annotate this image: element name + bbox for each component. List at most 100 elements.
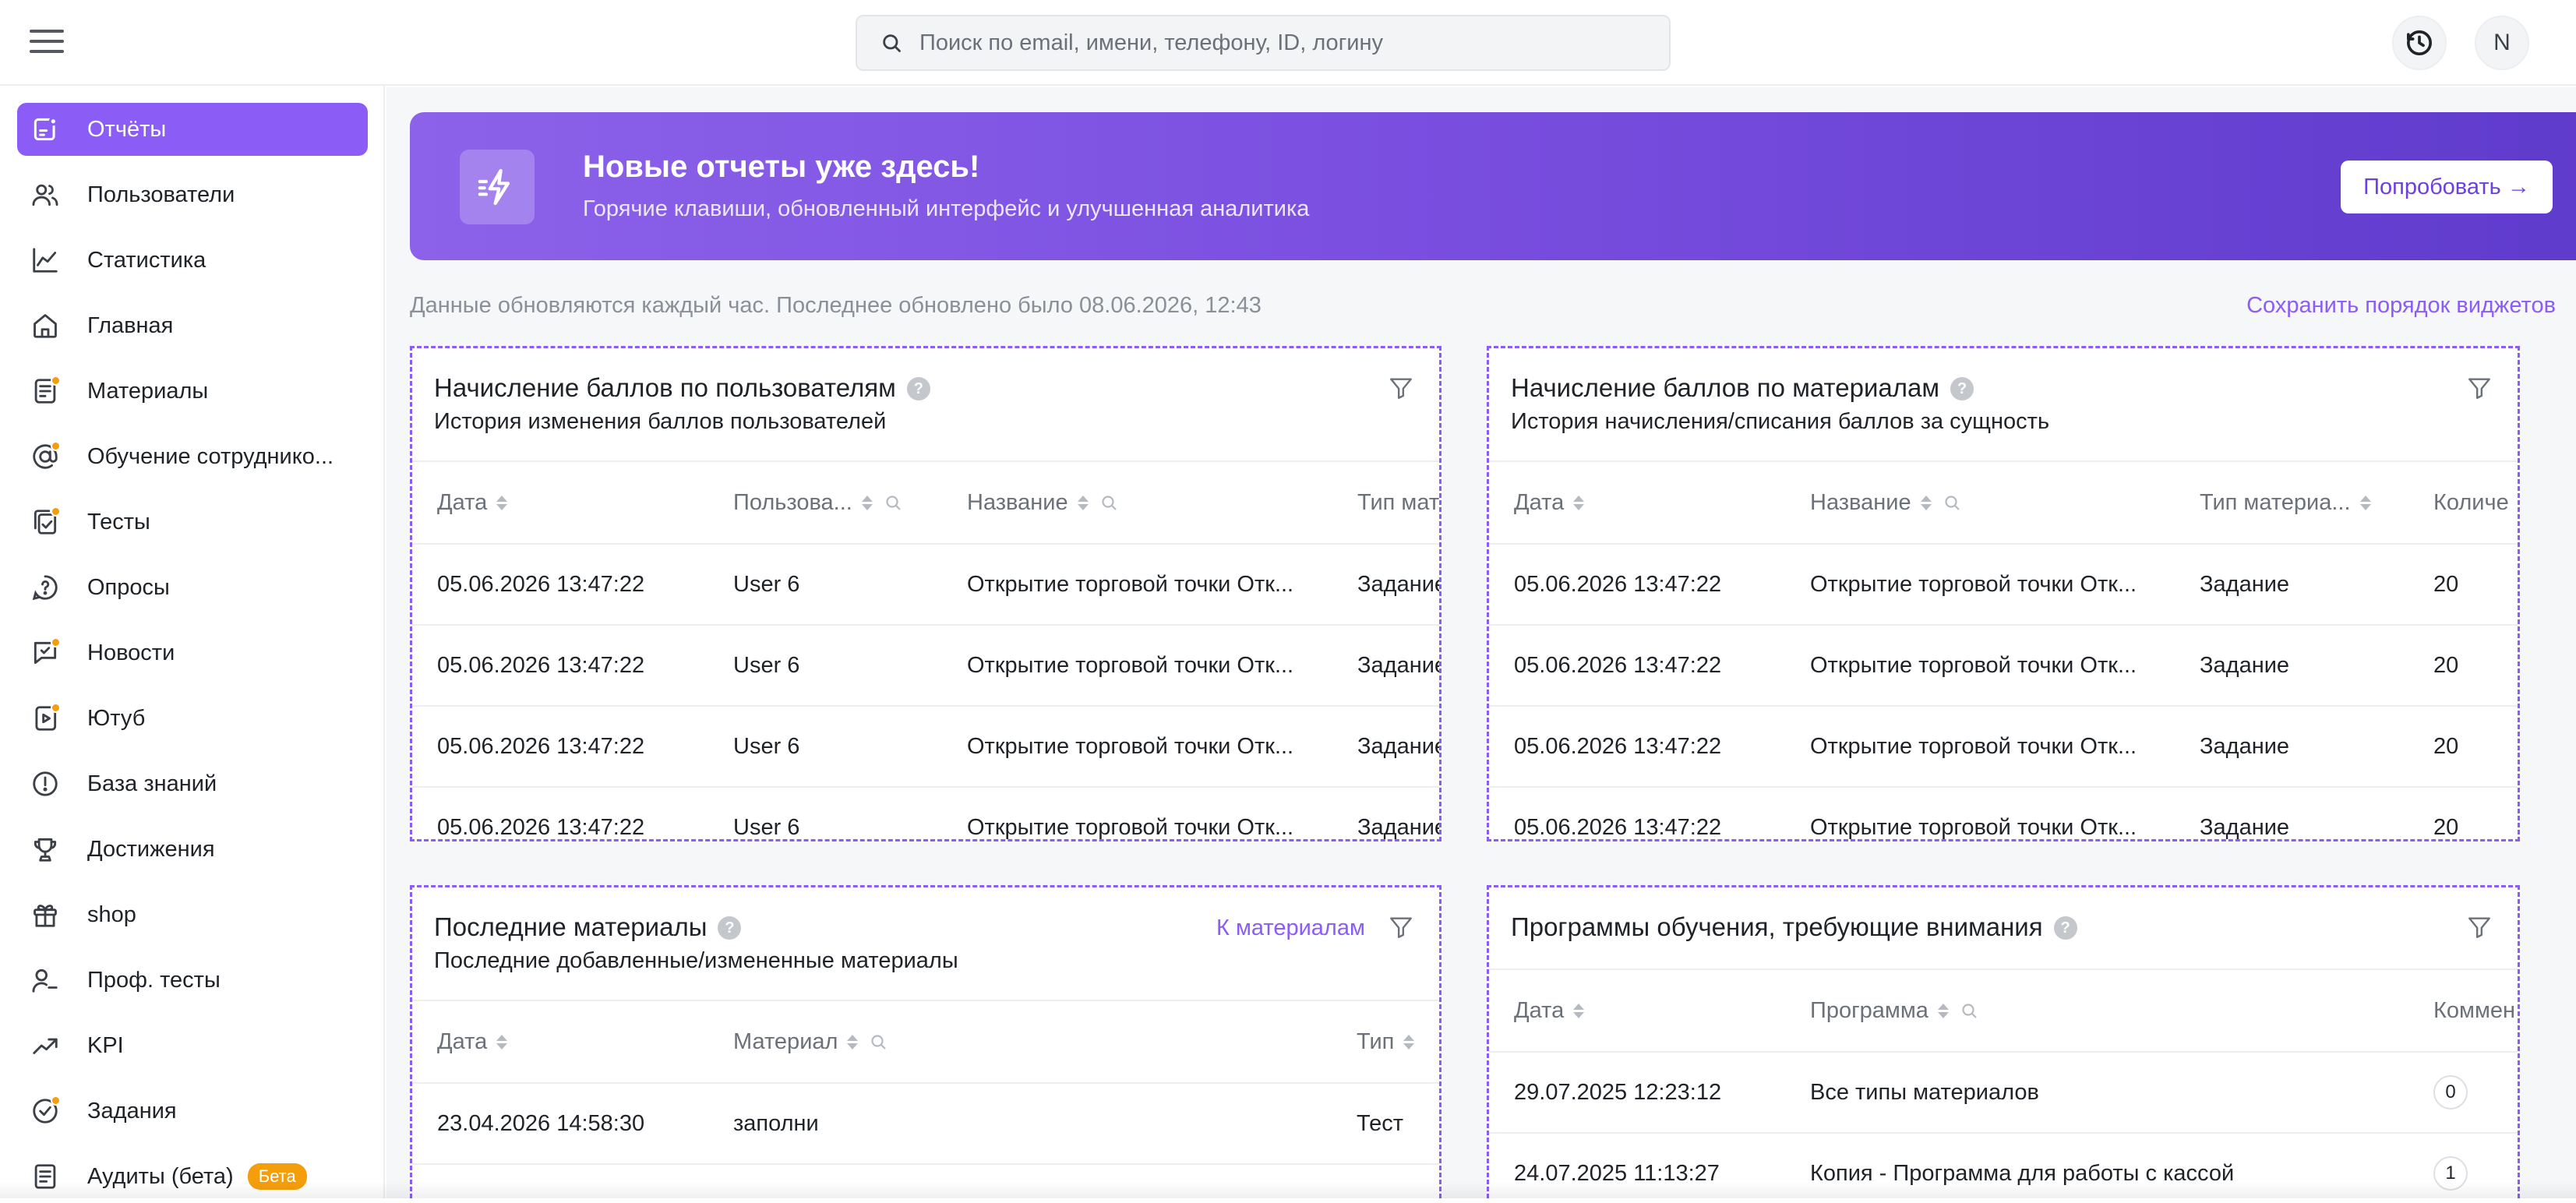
cell-material: заполни xyxy=(733,1084,819,1163)
sort-icon[interactable] xyxy=(1573,1004,1584,1018)
search-icon[interactable] xyxy=(869,1032,887,1051)
notification-dot xyxy=(51,506,61,517)
sort-icon[interactable] xyxy=(1921,496,1932,510)
help-icon[interactable]: ? xyxy=(907,377,930,400)
column-header-date[interactable]: Дата xyxy=(437,1001,507,1082)
sidebar-item-achievements[interactable]: Достижения xyxy=(17,823,368,876)
sidebar-item-knowledge-base[interactable]: База знаний xyxy=(17,757,368,810)
sort-icon[interactable] xyxy=(496,1035,507,1050)
gift-icon xyxy=(30,899,61,930)
column-header-material-type[interactable]: Тип материа... xyxy=(2200,462,2371,543)
filter-icon[interactable] xyxy=(2466,914,2493,940)
sidebar-item-tests[interactable]: Тесты xyxy=(17,496,368,549)
sidebar-item-users[interactable]: Пользователи xyxy=(17,168,368,221)
menu-icon[interactable] xyxy=(30,30,64,56)
sidebar-item-youtube[interactable]: Ютуб xyxy=(17,692,368,745)
cell-user: User 6 xyxy=(733,788,799,841)
sort-icon[interactable] xyxy=(862,496,873,510)
kpi-icon xyxy=(30,1030,61,1061)
table-header: Дата Материал Тип xyxy=(412,1001,1439,1084)
sidebar-item-reports[interactable]: Отчёты xyxy=(17,103,368,156)
table-row[interactable]: 29.07.2025 12:23:12 Все типы материалов … xyxy=(1489,1053,2518,1134)
table-row[interactable]: 05.06.2026 13:47:22 User 6 Открытие торг… xyxy=(412,788,1439,841)
sidebar-item-home[interactable]: Главная xyxy=(17,299,368,352)
help-icon[interactable]: ? xyxy=(2054,916,2077,940)
notification-dot xyxy=(51,703,61,713)
cell-date: 05.06.2026 13:47:22 xyxy=(437,626,644,705)
prof-tests-icon xyxy=(30,965,61,996)
sort-icon[interactable] xyxy=(496,496,507,510)
table-row[interactable]: 05.06.2026 13:47:22 Открытие торговой то… xyxy=(1489,788,2518,841)
widget-subtitle: История изменения баллов пользователей xyxy=(434,409,886,435)
sidebar-item-prof-tests[interactable]: Проф. тесты xyxy=(17,954,368,1007)
table-row[interactable]: 23.04.2026 14:58:30 заполни Тест xyxy=(412,1084,1439,1165)
cell-type: Задание xyxy=(1357,707,1442,786)
cell-date: 05.06.2026 13:47:22 xyxy=(437,707,644,786)
cell-name: Открытие торговой точки Отк... xyxy=(1810,626,2137,705)
help-icon[interactable]: ? xyxy=(1950,377,1974,400)
search-icon[interactable] xyxy=(884,493,902,512)
save-widget-order-link[interactable]: Сохранить порядок виджетов xyxy=(2246,293,2556,319)
cell-date: 23.04.2026 14:58:30 xyxy=(437,1084,644,1163)
sidebar-item-tasks[interactable]: Задания xyxy=(17,1085,368,1138)
table-header: Дата Программа Коммен xyxy=(1489,970,2518,1053)
sidebar-item-news[interactable]: Новости xyxy=(17,626,368,679)
sort-icon[interactable] xyxy=(1078,496,1089,510)
column-header-comments[interactable]: Коммен xyxy=(2433,970,2515,1051)
sidebar-item-statistics[interactable]: Статистика xyxy=(17,234,368,287)
column-header-date[interactable]: Дата xyxy=(437,462,507,543)
to-materials-link[interactable]: К материалам xyxy=(1216,915,1365,941)
sort-icon[interactable] xyxy=(847,1035,858,1050)
sidebar-item-training[interactable]: Обучение сотруднико... xyxy=(17,430,368,483)
column-header-user[interactable]: Пользова... xyxy=(733,462,902,543)
sidebar-item-label: KPI xyxy=(87,1033,124,1059)
column-header-material[interactable]: Материал xyxy=(733,1001,887,1082)
cell-type: Задание xyxy=(1357,788,1442,841)
column-header-date[interactable]: Дата xyxy=(1514,970,1584,1051)
cell-type: Тест xyxy=(1357,1084,1403,1163)
column-header-amount[interactable]: Количе xyxy=(2433,462,2509,543)
notification-dot xyxy=(51,441,61,451)
filter-icon[interactable] xyxy=(1388,375,1414,401)
sort-icon[interactable] xyxy=(1938,1004,1949,1018)
table-row[interactable]: 05.06.2026 13:47:22 Открытие торговой то… xyxy=(1489,707,2518,788)
widget-programs-attention: Программы обучения, требующие внимания? … xyxy=(1487,885,2520,1198)
table-row[interactable]: 05.06.2026 13:47:22 User 6 Открытие торг… xyxy=(412,707,1439,788)
filter-icon[interactable] xyxy=(1388,914,1414,940)
try-button[interactable]: Попробовать → xyxy=(2341,161,2553,213)
sidebar-item-label: Тесты xyxy=(87,510,150,535)
column-header-name[interactable]: Название xyxy=(967,462,1118,543)
table-row[interactable]: 05.06.2026 13:47:22 User 6 Открытие торг… xyxy=(412,626,1439,707)
widget-title: Программы обучения, требующие внимания? xyxy=(1511,912,2077,942)
help-icon[interactable]: ? xyxy=(718,916,741,940)
column-header-name[interactable]: Название xyxy=(1810,462,1961,543)
column-header-material-type[interactable]: Тип мат xyxy=(1357,462,1439,543)
search-input[interactable] xyxy=(919,30,1621,56)
surveys-icon xyxy=(30,572,61,603)
table-row[interactable]: 05.06.2026 13:47:22 User 6 Открытие торг… xyxy=(412,545,1439,626)
search-icon[interactable] xyxy=(1099,493,1118,512)
tests-icon xyxy=(30,506,61,538)
sidebar-item-shop[interactable]: shop xyxy=(17,888,368,941)
table-row[interactable]: 05.06.2026 13:47:22 Открытие торговой то… xyxy=(1489,626,2518,707)
table-row[interactable]: 05.06.2026 13:47:22 Открытие торговой то… xyxy=(1489,545,2518,626)
sidebar-item-surveys[interactable]: Опросы xyxy=(17,561,368,614)
search-icon[interactable] xyxy=(1943,493,1961,512)
sort-icon[interactable] xyxy=(1403,1035,1414,1050)
user-avatar[interactable]: N xyxy=(2475,16,2529,70)
data-table: Дата Пользова... Название Тип мат 05.06.… xyxy=(412,460,1439,841)
cell-name: Открытие торговой точки Отк... xyxy=(967,626,1293,705)
column-header-program[interactable]: Программа xyxy=(1810,970,1978,1051)
column-header-type[interactable]: Тип xyxy=(1357,1001,1414,1082)
comment-count-badge: 0 xyxy=(2433,1075,2468,1110)
sidebar-item-materials[interactable]: Материалы xyxy=(17,365,368,418)
search-icon[interactable] xyxy=(1960,1001,1978,1020)
sidebar-item-kpi[interactable]: KPI xyxy=(17,1019,368,1072)
search-box[interactable] xyxy=(856,15,1671,71)
column-header-date[interactable]: Дата xyxy=(1514,462,1584,543)
filter-icon[interactable] xyxy=(2466,375,2493,401)
sort-icon[interactable] xyxy=(2360,496,2371,510)
sort-icon[interactable] xyxy=(1573,496,1584,510)
history-button[interactable] xyxy=(2392,16,2447,70)
widget-points-materials: Начисление баллов по материалам? История… xyxy=(1487,346,2520,841)
